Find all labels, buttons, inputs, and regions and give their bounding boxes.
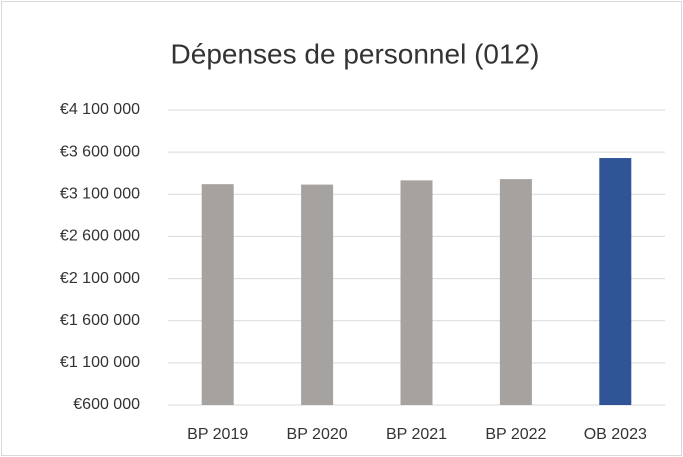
x-tick-label: OB 2023 bbox=[584, 426, 647, 443]
bar bbox=[499, 179, 532, 405]
x-tick-label: BP 2021 bbox=[386, 426, 447, 443]
bar bbox=[400, 180, 433, 405]
bar bbox=[301, 184, 334, 405]
bar bbox=[201, 184, 234, 405]
y-tick-label: €600 000 bbox=[73, 396, 140, 413]
y-tick-label: €1 600 000 bbox=[60, 312, 140, 329]
bar bbox=[599, 158, 632, 405]
x-tick-label: BP 2022 bbox=[485, 426, 546, 443]
y-tick-label: €1 100 000 bbox=[60, 354, 140, 371]
y-tick-label: €2 100 000 bbox=[60, 270, 140, 287]
y-tick-label: €3 100 000 bbox=[60, 186, 140, 203]
y-tick-label: €3 600 000 bbox=[60, 143, 140, 160]
x-tick-label: BP 2020 bbox=[287, 426, 348, 443]
y-tick-label: €2 600 000 bbox=[60, 228, 140, 245]
y-tick-label: €4 100 000 bbox=[60, 101, 140, 118]
chart-title: Dépenses de personnel (012) bbox=[171, 38, 540, 69]
x-tick-label: BP 2019 bbox=[187, 426, 248, 443]
